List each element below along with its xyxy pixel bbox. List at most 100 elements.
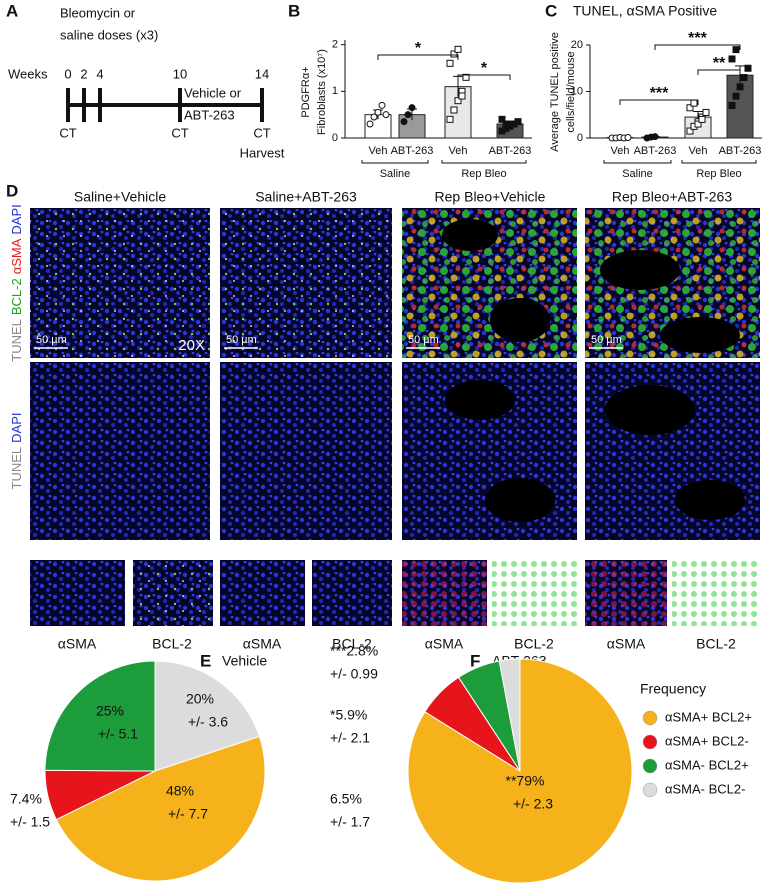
data-point [400, 118, 408, 126]
scale-bar-label: 50 µm [36, 334, 67, 346]
column-header: Rep Bleo+Vehicle [435, 189, 546, 205]
slice-label: 6.5% [330, 791, 362, 807]
y-tick-label: 0 [577, 132, 583, 144]
airspace [600, 250, 680, 290]
week-tick: 14 [255, 66, 269, 81]
data-point [686, 127, 694, 135]
micrograph-overlay [220, 208, 392, 358]
airspace [605, 385, 695, 435]
slice-error: +/- 3.6 [188, 714, 228, 730]
data-point [404, 111, 412, 119]
significance-bracket [697, 69, 741, 75]
data-point [454, 45, 462, 53]
legend-swatch [642, 734, 658, 750]
legend-label: αSMA+ BCL2+ [665, 709, 752, 724]
data-point [498, 115, 506, 123]
data-point [736, 83, 744, 91]
legend-swatch [642, 758, 658, 774]
data-point [694, 120, 702, 128]
airspace [675, 480, 745, 520]
weeks-label: Weeks [8, 66, 48, 81]
data-point [514, 118, 522, 126]
group-label: Saline [622, 168, 653, 180]
data-point [374, 108, 382, 116]
data-point [366, 120, 374, 128]
chart-title: TUNEL, αSMA Positive [573, 3, 717, 19]
dose-text: Bleomycin or [60, 5, 136, 20]
column-header: Saline+Vehicle [74, 189, 166, 205]
x-tick-label: Veh [689, 145, 708, 157]
data-point [732, 92, 740, 100]
data-point [732, 46, 740, 54]
data-point [382, 111, 390, 119]
group-label: Rep Bleo [461, 168, 506, 180]
data-point [458, 92, 466, 100]
week-tick: 2 [80, 66, 87, 81]
legend-swatch [642, 782, 658, 798]
group-label: Saline [380, 168, 411, 180]
data-point [690, 99, 698, 107]
group-bracket [441, 160, 527, 164]
slice-label: *5.9% [330, 707, 367, 723]
slice-error: +/- 1.5 [10, 814, 50, 830]
slice-label: 7.4% [10, 791, 42, 807]
micrograph [492, 560, 577, 626]
y-axis-label: Fibroblasts (x10⁷) [316, 49, 328, 135]
data-point [702, 108, 710, 116]
data-point [408, 104, 416, 112]
micrograph [220, 560, 305, 626]
micrograph [30, 362, 210, 540]
data-point [450, 106, 458, 114]
micrographs [30, 208, 760, 626]
y-tick-label: 1 [332, 85, 338, 97]
x-tick-label: Veh [369, 145, 388, 157]
scale-bar-label: 50 µm [591, 334, 622, 346]
y-axis-label: Average TUNEL positive [549, 32, 561, 152]
data-point [462, 73, 470, 81]
micrograph [672, 560, 760, 626]
data-point [446, 59, 454, 67]
data-point [454, 97, 462, 105]
data-point [502, 120, 510, 128]
panel-label: C [545, 1, 557, 20]
micrograph [312, 560, 392, 626]
channel-label: BCL-2 [152, 636, 192, 652]
week-tick: 4 [96, 66, 103, 81]
dose-text: saline doses (x3) [60, 27, 158, 42]
legend-swatch [642, 710, 658, 726]
pie-slice [55, 735, 266, 882]
micrograph-overlay [402, 560, 487, 626]
magnification: 20X [178, 337, 205, 354]
slice-label: 25% [96, 703, 124, 719]
column-header: Rep Bleo+ABT-263 [612, 189, 732, 205]
airspace [445, 380, 515, 420]
airspace [660, 317, 740, 353]
y-tick-label: 10 [571, 85, 583, 97]
stain: αSMA [9, 238, 24, 274]
pie-slice [498, 658, 521, 772]
y-tick-label: 0 [332, 132, 338, 144]
micrograph-overlay [133, 560, 213, 626]
slice-label: 20% [186, 691, 214, 707]
significance-bracket [377, 54, 459, 60]
data-point [698, 115, 706, 123]
y-axis-label: PDGFRα+ [300, 66, 312, 117]
week-tick: 10 [173, 66, 187, 81]
stain: DAPI [9, 204, 24, 234]
legend-label: αSMA+ BCL2- [665, 733, 749, 748]
group-label: Rep Bleo [696, 168, 741, 180]
slice-error: +/- 5.1 [98, 726, 138, 742]
event: CT [171, 125, 188, 140]
data-point [744, 64, 752, 72]
data-point [624, 134, 632, 142]
data-point [446, 115, 454, 123]
group-bracket [681, 160, 757, 164]
significance-bracket [619, 99, 699, 105]
pie-slice [44, 660, 156, 772]
micrograph-overlay [30, 208, 210, 358]
stain-label: TUNEL BCL-2 αSMA DAPI [9, 204, 24, 362]
stain: BCL-2 [9, 278, 24, 315]
channel-label: αSMA [425, 636, 464, 652]
group-bracket [361, 160, 429, 164]
panel-label: D [6, 181, 18, 200]
